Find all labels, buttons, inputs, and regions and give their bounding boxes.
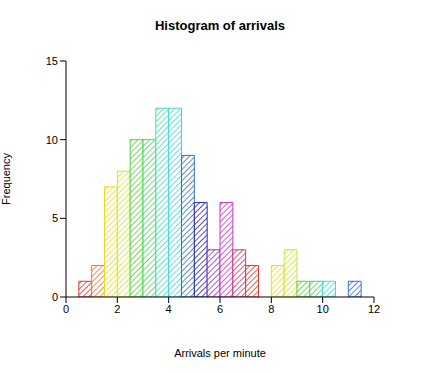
svg-text:Arrivals per minute: Arrivals per minute (174, 347, 266, 359)
svg-text:5: 5 (52, 212, 58, 224)
svg-text:10: 10 (46, 134, 58, 146)
svg-text:10: 10 (317, 303, 329, 315)
svg-text:15: 15 (46, 55, 58, 67)
svg-text:4: 4 (166, 303, 172, 315)
svg-text:6: 6 (217, 303, 223, 315)
svg-text:12: 12 (368, 303, 380, 315)
svg-text:0: 0 (63, 303, 69, 315)
svg-text:8: 8 (268, 303, 274, 315)
svg-text:0: 0 (52, 291, 58, 303)
svg-text:Frequency: Frequency (8, 153, 12, 205)
svg-text:2: 2 (114, 303, 120, 315)
html-text:Histogram of arrivals: Histogram of arrivals (155, 18, 285, 33)
